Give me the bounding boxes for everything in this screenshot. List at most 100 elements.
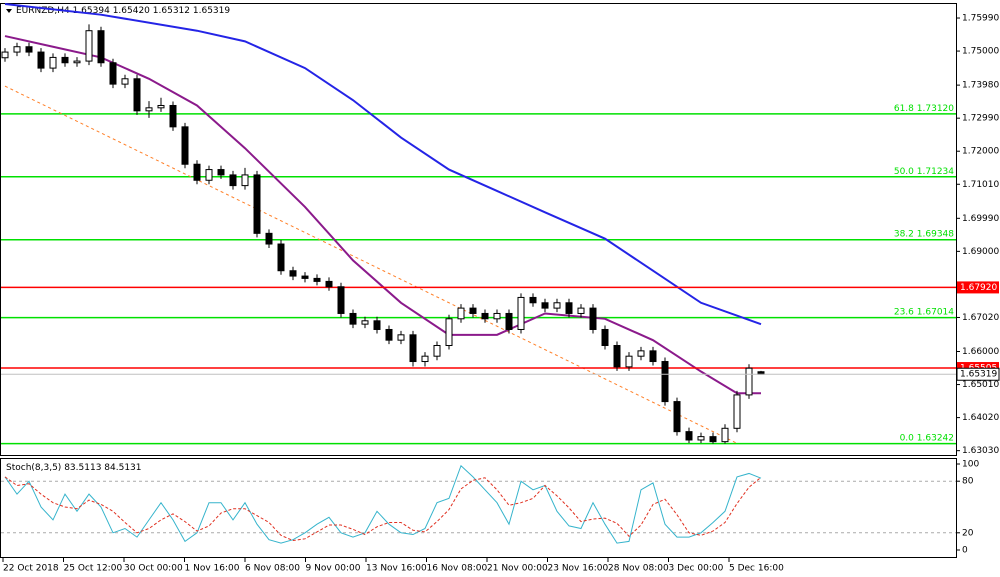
candle-body (145, 107, 153, 112)
price-line-label: 1.67920 (960, 283, 997, 293)
x-tick-label: 5 Dec 16:00 (729, 564, 784, 574)
indicator-tick-label: 0 (962, 546, 968, 556)
candle-body (181, 126, 189, 165)
candle-body (649, 350, 657, 363)
candle-body (673, 401, 681, 433)
y-tick-label: 1.75990 (962, 14, 999, 24)
indicator-line (4, 476, 762, 542)
candle-body (97, 30, 105, 64)
y-tick-label: 1.72000 (962, 147, 999, 157)
fib-label: 50.0 1.71234 (894, 166, 954, 176)
y-tick-label: 1.69990 (962, 214, 999, 224)
candle-body (481, 312, 489, 320)
main-value: 83.5113 (64, 463, 101, 473)
candle-body (505, 312, 513, 330)
x-tick-label: 6 Nov 08:00 (245, 564, 300, 574)
candle-body (637, 350, 645, 357)
fib-level: 50.0 (894, 166, 914, 176)
candle-body (541, 302, 549, 309)
candle-body (289, 270, 297, 277)
y-tick-label: 1.65010 (962, 380, 999, 390)
high-value: 1.65420 (113, 6, 150, 16)
fib-label: 23.6 1.67014 (894, 307, 954, 317)
indicator-tick-label: 20 (962, 528, 974, 538)
candle-body (265, 232, 273, 245)
fib-price: 1.63242 (917, 433, 954, 443)
candle-body (37, 51, 45, 69)
candle-body (349, 312, 357, 325)
x-tick-label: 13 Nov 16:00 (366, 564, 427, 574)
candle-body (49, 56, 57, 69)
candle-body (697, 436, 705, 441)
y-tick-label: 1.66000 (962, 347, 999, 357)
candle-body (133, 78, 141, 112)
y-tick-label: 1.72990 (962, 114, 999, 124)
x-tick-label: 28 Nov 08:00 (608, 564, 669, 574)
candle-body (733, 394, 741, 429)
candle-body (493, 312, 501, 320)
y-tick-label: 1.75000 (962, 47, 999, 57)
main-pane (0, 3, 957, 456)
header: EURNZD,H4 1.65394 1.65420 1.65312 1.6531… (6, 6, 230, 16)
candle-body (361, 320, 369, 325)
candle-body (685, 431, 693, 441)
candle-body (529, 296, 537, 304)
candle-body (553, 302, 561, 309)
candle-body (337, 286, 345, 314)
candle-body (241, 174, 249, 187)
candle-body (205, 169, 213, 181)
candle-body (409, 334, 417, 363)
candle-body (85, 30, 93, 62)
candle-body (229, 174, 237, 187)
indicator-tick-label: 80 (962, 477, 974, 487)
candle-body (721, 427, 729, 443)
x-tick-label: 30 Oct 00:00 (124, 564, 183, 574)
candle-body (373, 320, 381, 330)
y-tick-label: 1.73980 (962, 81, 999, 91)
last-price-box (956, 367, 1000, 381)
candle-body (709, 436, 717, 443)
candle-body (745, 367, 753, 396)
candle-body (613, 345, 621, 368)
indicator-name: Stoch(8,3,5) (6, 463, 61, 473)
candle-body (517, 296, 525, 330)
candle-body (565, 302, 573, 314)
candle-body (25, 46, 33, 53)
candle-body (313, 277, 321, 282)
x-tick-label: 9 Nov 00:00 (306, 564, 361, 574)
x-tick-label: 22 Oct 2018 (3, 564, 59, 574)
candle-body (217, 169, 225, 176)
candle-body (193, 163, 201, 181)
indicator-label: Stoch(8,3,5) 83.5113 84.5131 (6, 463, 142, 473)
fib-label: 38.2 1.69348 (894, 229, 954, 239)
x-tick-label: 25 Oct 12:00 (64, 564, 123, 574)
price-line-box (957, 281, 999, 294)
candle-body (121, 78, 129, 85)
candle-body (397, 334, 405, 341)
fib-level: 23.6 (894, 307, 914, 317)
open-value: 1.65394 (73, 6, 110, 16)
candle-body (325, 280, 333, 288)
x-tick-label: 21 Nov 00:00 (487, 564, 548, 574)
candle-body (277, 243, 285, 272)
y-tick-label: 1.67020 (962, 313, 999, 323)
fib-price: 1.69348 (917, 229, 954, 239)
candle-body (301, 275, 309, 279)
candle-body (157, 104, 165, 109)
indicator-line (4, 464, 762, 544)
x-tick-label: 16 Nov 08:00 (427, 564, 488, 574)
fib-label: 0.0 1.63242 (900, 433, 954, 443)
candle-body (661, 361, 669, 403)
indicator-pane (0, 458, 957, 558)
y-tick-label: 1.64020 (962, 413, 999, 423)
x-tick-label: 23 Nov 16:00 (548, 564, 609, 574)
signal-value: 84.5131 (104, 463, 141, 473)
close-value: 1.65319 (193, 6, 230, 16)
fib-price: 1.67014 (917, 307, 954, 317)
trendline (4, 85, 738, 444)
candle-body (469, 307, 477, 314)
y-tick-label: 1.71010 (962, 180, 999, 190)
candle-body (13, 46, 21, 53)
